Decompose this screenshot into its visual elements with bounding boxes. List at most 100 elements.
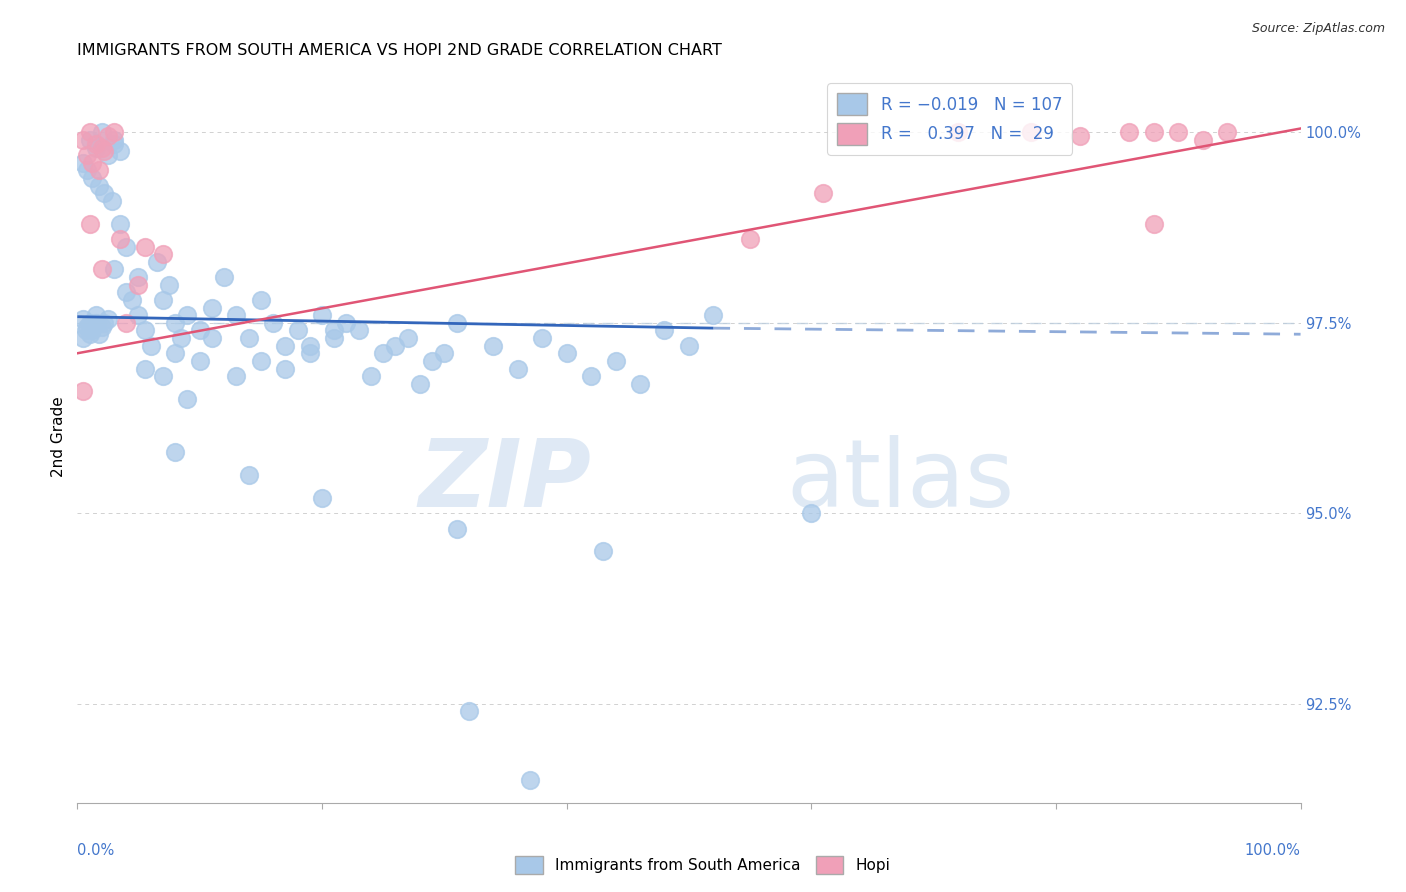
Point [79,217,101,231]
Point [127,308,149,322]
Point [108,217,131,231]
Point [103,136,125,151]
Point [274,361,297,376]
Point [97,129,120,144]
Point [100,194,122,208]
Point [274,338,297,352]
Point [531,331,554,345]
Point [1118,125,1140,139]
Point [93,316,115,330]
Point [80,323,103,337]
Point [80,171,103,186]
Point [84,316,107,330]
Text: 100.0%: 100.0% [1244,843,1301,858]
Point [800,506,823,520]
Point [446,522,468,536]
Point [75,323,97,337]
Point [90,125,112,139]
Point [90,262,112,277]
Point [103,133,125,147]
Point [1021,125,1043,139]
Point [482,338,505,352]
Point [360,369,382,384]
Point [121,293,143,307]
Point [311,308,333,322]
Point [152,293,174,307]
Point [201,331,224,345]
Point [702,308,724,322]
Point [813,186,835,201]
Point [740,232,762,246]
Point [72,312,94,326]
Point [115,316,138,330]
Point [605,354,627,368]
Point [115,239,138,253]
Point [1069,129,1091,144]
Legend: Immigrants from South America, Hopi: Immigrants from South America, Hopi [509,850,897,880]
Point [311,491,333,505]
Point [72,384,94,399]
Point [72,155,94,169]
Point [1143,125,1166,139]
Point [84,136,107,151]
Point [396,331,419,345]
Point [165,445,187,459]
Point [79,125,101,139]
Point [79,327,101,342]
Point [371,346,394,360]
Point [1167,125,1189,139]
Point [108,232,131,246]
Point [157,277,180,292]
Legend: R = −0.019   N = 107, R =   0.397   N =  29: R = −0.019 N = 107, R = 0.397 N = 29 [827,83,1071,154]
Point [84,308,107,322]
Point [555,346,578,360]
Point [152,369,174,384]
Point [72,331,94,345]
Point [139,338,162,352]
Point [176,308,198,322]
Point [298,346,321,360]
Text: Source: ZipAtlas.com: Source: ZipAtlas.com [1251,22,1385,36]
Text: IMMIGRANTS FROM SOUTH AMERICA VS HOPI 2ND GRADE CORRELATION CHART: IMMIGRANTS FROM SOUTH AMERICA VS HOPI 2N… [77,43,723,58]
Point [170,331,193,345]
Text: atlas: atlas [787,435,1015,527]
Point [89,327,111,342]
Point [946,125,969,139]
Point [76,163,98,178]
Point [335,316,357,330]
Point [519,772,541,787]
Point [127,277,149,292]
Point [628,376,651,391]
Point [238,331,260,345]
Point [323,331,346,345]
Point [103,262,125,277]
Point [90,140,112,154]
Point [347,323,370,337]
Point [323,323,346,337]
Point [79,316,101,330]
Y-axis label: 2nd Grade: 2nd Grade [51,397,66,477]
Point [678,338,700,352]
Point [115,285,138,300]
Point [188,354,211,368]
Point [80,319,103,334]
Point [384,338,406,352]
Point [93,145,115,159]
Point [298,338,321,352]
Point [238,468,260,483]
Point [97,148,120,162]
Point [108,145,131,159]
Point [212,270,235,285]
Point [165,346,187,360]
Point [654,323,676,337]
Point [134,239,156,253]
Point [76,319,98,334]
Point [225,308,247,322]
Text: 0.0%: 0.0% [77,843,114,858]
Point [433,346,456,360]
Point [409,376,432,391]
Point [79,133,101,147]
Point [579,369,602,384]
Point [188,323,211,337]
Point [1216,125,1239,139]
